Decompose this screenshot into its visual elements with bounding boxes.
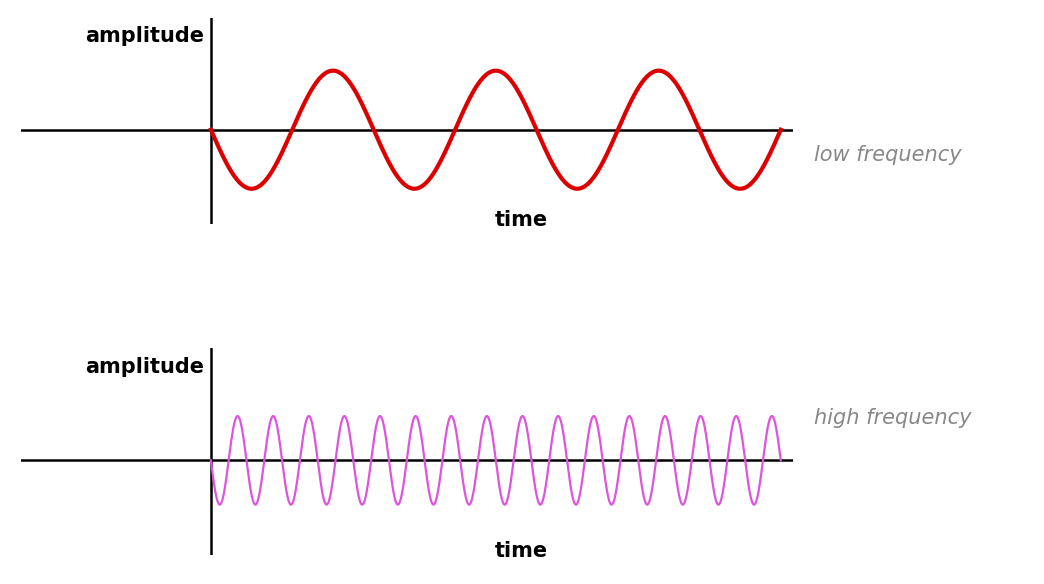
Text: amplitude: amplitude bbox=[86, 357, 205, 377]
Text: time: time bbox=[495, 210, 548, 230]
Text: time: time bbox=[495, 541, 548, 561]
Text: high frequency: high frequency bbox=[814, 408, 972, 427]
Text: amplitude: amplitude bbox=[86, 26, 205, 47]
Text: low frequency: low frequency bbox=[814, 145, 962, 165]
